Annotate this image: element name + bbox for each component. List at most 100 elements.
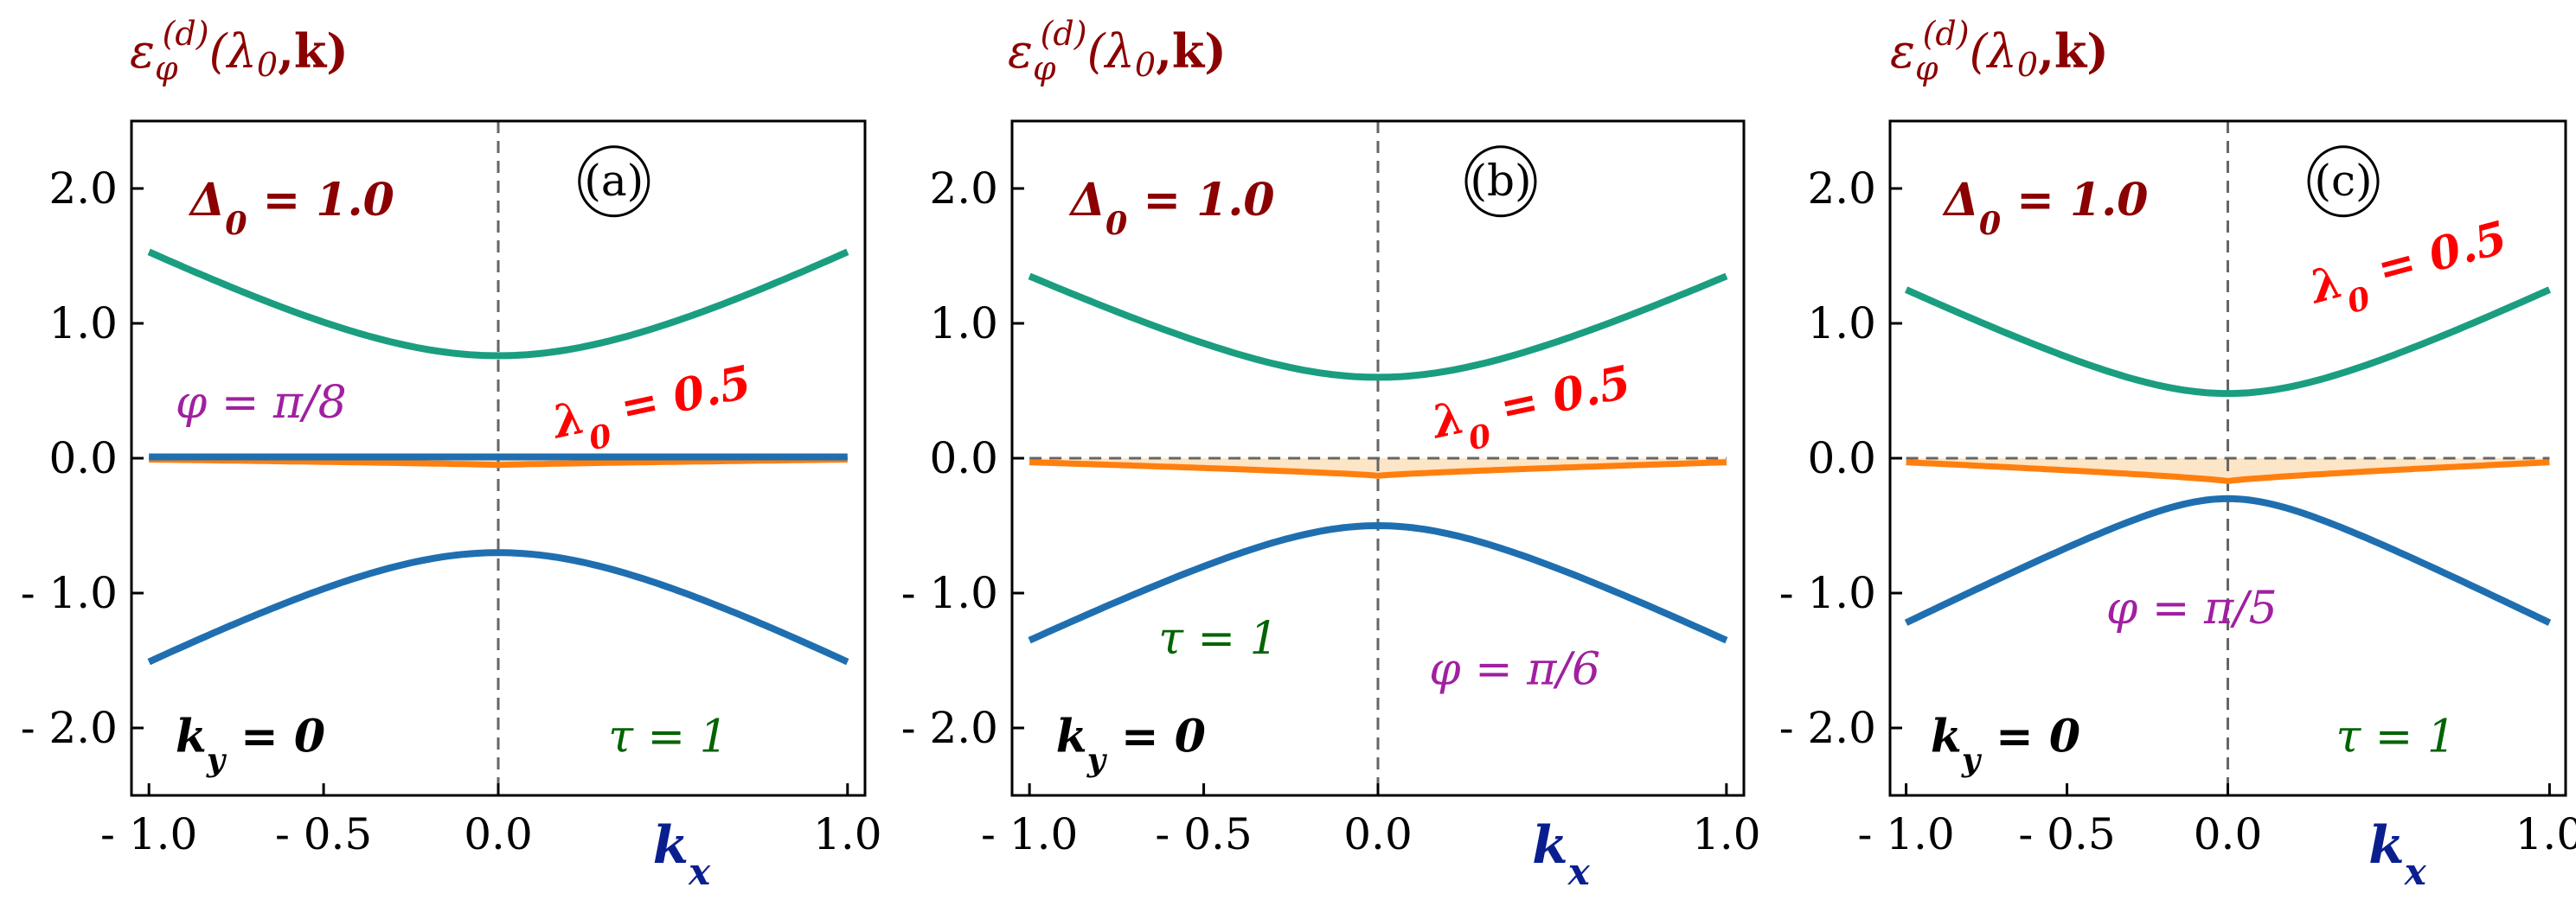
y-label-sup-d: (d) [163, 15, 209, 53]
y-axis-label: εφ(d)(λ0,k) [130, 15, 349, 87]
y-tick-label: 2.0 [929, 163, 998, 214]
ky-rest: = 0 [1980, 710, 2080, 763]
x-tick-label: 0.0 [1343, 809, 1413, 859]
y-label-rest: ,k) [278, 23, 349, 79]
y-label-lambda-sub: 0 [257, 46, 278, 84]
panel-label: (b) [1470, 156, 1531, 206]
phi-annotation: φ = π/5 [2106, 583, 2278, 635]
panel-label-circle [578, 145, 650, 218]
y-tick-label: 0.0 [48, 433, 118, 483]
y-tick-label: - 1.0 [1779, 568, 1876, 618]
y-label-lambda-sub: 0 [1135, 46, 1156, 84]
y-tick-label: 0.0 [929, 433, 998, 483]
lambda-rest: = 0.5 [2356, 211, 2512, 300]
x-tick-label: 0.0 [464, 809, 533, 859]
x-tick-label: - 0.5 [2018, 809, 2115, 859]
y-tick-label: 1.0 [1807, 298, 1876, 348]
lambda-base: λ [547, 391, 590, 450]
y-label-sub-phi: φ [1915, 49, 1938, 87]
panel-label-circle [2307, 145, 2380, 218]
y-label-sup-d: (d) [1041, 15, 1087, 53]
delta-annotation: Δ0 = 1.0 [188, 174, 394, 242]
y-tick-label: - 1.0 [901, 568, 998, 618]
tau-text: τ = 1 [2336, 711, 2455, 763]
y-label-lambda: (λ [209, 24, 257, 79]
delta-sub: 0 [225, 205, 247, 242]
panel-1: εφ(d)(λ0,k)2.01.00.0- 1.0- 2.0- 1.0- 0.5… [21, 15, 882, 893]
phi-text: φ = π/6 [1429, 643, 1600, 695]
y-label-lambda: (λ [1970, 24, 2017, 79]
y-label-lambda-sub: 0 [2017, 46, 2038, 84]
panel-label-circle [1464, 145, 1537, 218]
y-tick-label: 2.0 [48, 163, 118, 214]
tau-annotation: τ = 1 [608, 711, 727, 763]
ky-rest: = 0 [225, 710, 325, 763]
lambda-rest: = 0.5 [600, 355, 755, 437]
x-tick-label: - 1.0 [981, 809, 1078, 859]
y-axis-label: εφ(d)(λ0,k) [1890, 15, 2109, 87]
x-label-base: k [653, 815, 689, 876]
delta-rest: = 1.0 [1127, 174, 1274, 227]
delta-base: Δ [1941, 174, 1978, 227]
panel-label: (a) [584, 156, 644, 206]
lambda-rest: = 0.5 [1480, 355, 1635, 437]
ky-base: k [176, 710, 207, 763]
x-tick-label: - 0.5 [1155, 809, 1252, 859]
x-tick-label: 1.0 [2515, 809, 2576, 859]
delta-base: Δ [188, 174, 225, 227]
x-tick-label: - 1.0 [100, 809, 197, 859]
lower-band [147, 549, 849, 666]
x-tick-label: - 1.0 [1857, 809, 1954, 859]
flat-band [1028, 459, 1727, 479]
y-label-epsilon: ε [1890, 24, 1915, 79]
y-label-sup-d: (d) [1923, 15, 1970, 53]
phi-text: φ = π/5 [2106, 583, 2278, 635]
upper-band [147, 248, 849, 360]
y-tick-label: - 2.0 [1779, 703, 1876, 753]
ky-base: k [1931, 710, 1962, 763]
x-label-base: k [2368, 815, 2405, 876]
y-label-lambda: (λ [1087, 24, 1135, 79]
x-label-sub: x [2404, 851, 2427, 893]
y-label-epsilon: ε [130, 24, 155, 79]
y-tick-label: 0.0 [1807, 433, 1876, 483]
ky-sub: y [1086, 741, 1108, 778]
upper-band [1028, 272, 1728, 381]
delta-sub: 0 [1979, 205, 2001, 242]
tau-annotation: τ = 1 [2336, 711, 2455, 763]
y-tick-label: 1.0 [48, 298, 118, 348]
tau-text: τ = 1 [1158, 613, 1278, 665]
x-axis-label: kx [653, 815, 712, 893]
flat-band [149, 456, 848, 469]
x-tick-label: - 0.5 [275, 809, 372, 859]
ky-rest: = 0 [1105, 710, 1206, 763]
y-label-rest: ,k) [2038, 23, 2109, 79]
y-tick-label: 1.0 [929, 298, 998, 348]
phi-annotation: φ = π/6 [1429, 643, 1600, 695]
y-label-sub-phi: φ [155, 49, 178, 87]
ky-sub: y [1961, 741, 1983, 778]
delta-sub: 0 [1105, 205, 1127, 242]
x-label-sub: x [688, 851, 711, 893]
x-axis-label: kx [1532, 815, 1591, 893]
lambda-annotation: λ0 = 0.5 [2304, 211, 2516, 329]
x-axis-label: kx [2368, 815, 2427, 893]
delta-annotation: Δ0 = 1.0 [1941, 174, 2148, 242]
lambda-annotation: λ0 = 0.5 [547, 355, 759, 463]
panel-2: εφ(d)(λ0,k)2.01.00.0- 1.0- 2.0- 1.0- 0.5… [901, 15, 1761, 893]
phi-annotation: φ = π/8 [176, 377, 347, 429]
phi-text: φ = π/8 [176, 377, 347, 429]
x-tick-label: 1.0 [813, 809, 882, 859]
delta-annotation: Δ0 = 1.0 [1068, 174, 1275, 242]
ky-annotation: ky = 0 [176, 710, 325, 778]
delta-base: Δ [1068, 174, 1105, 227]
x-label-base: k [1532, 815, 1568, 876]
lower-band [1904, 495, 2552, 626]
y-axis-label: εφ(d)(λ0,k) [1008, 15, 1227, 87]
y-tick-label: 2.0 [1807, 163, 1876, 214]
delta-rest: = 1.0 [2001, 174, 2148, 227]
lower-band [1028, 521, 1728, 644]
y-tick-label: - 1.0 [21, 568, 118, 618]
ky-annotation: ky = 0 [1931, 710, 2080, 778]
